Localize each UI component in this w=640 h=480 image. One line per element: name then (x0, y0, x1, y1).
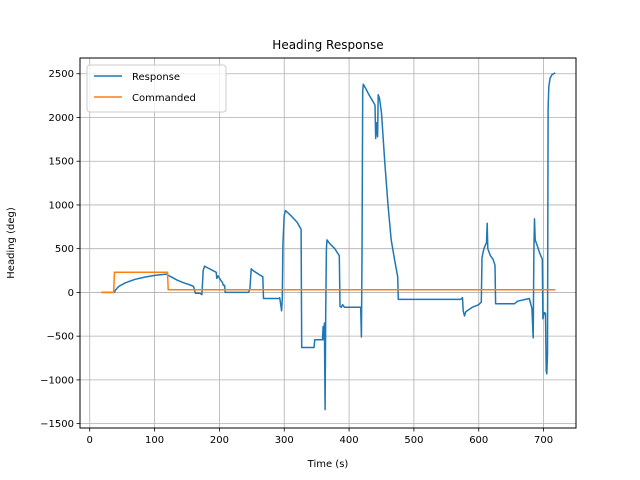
x-tick-label: 700 (534, 435, 553, 446)
y-tick-label: 500 (55, 244, 74, 255)
x-axis-label: Time (s) (307, 459, 349, 470)
y-tick-label: 2500 (49, 69, 74, 80)
x-tick-label: 0 (87, 435, 93, 446)
y-tick-label: 1000 (49, 200, 74, 211)
chart-title: Heading Response (272, 38, 383, 52)
y-tick-label: −1500 (40, 419, 74, 430)
legend-label-response: Response (132, 72, 180, 83)
y-tick-label: 0 (68, 288, 74, 299)
grid-lines (80, 58, 576, 428)
x-tick-label: 100 (145, 435, 164, 446)
x-tick-label: 600 (469, 435, 488, 446)
y-tick-label: −500 (47, 332, 74, 343)
legend: Response Commanded (86, 64, 227, 113)
y-ticks: −1500 −1000 −500 0 500 1000 1500 2000 2500 (40, 69, 80, 430)
legend-label-commanded: Commanded (132, 93, 196, 104)
x-tick-label: 300 (275, 435, 294, 446)
series-lines (101, 72, 556, 411)
y-tick-label: 1500 (49, 157, 74, 168)
x-ticks: 0 100 200 300 400 500 600 700 (87, 428, 553, 446)
y-axis-label: Heading (deg) (6, 207, 17, 279)
series-line-response (101, 72, 556, 411)
x-tick-label: 400 (340, 435, 359, 446)
y-tick-label: 2000 (49, 113, 74, 124)
plot-frame (79, 57, 577, 429)
series-line-commanded (101, 271, 556, 294)
y-tick-label: −1000 (40, 375, 74, 386)
x-tick-label: 500 (404, 435, 423, 446)
x-tick-label: 200 (210, 435, 229, 446)
